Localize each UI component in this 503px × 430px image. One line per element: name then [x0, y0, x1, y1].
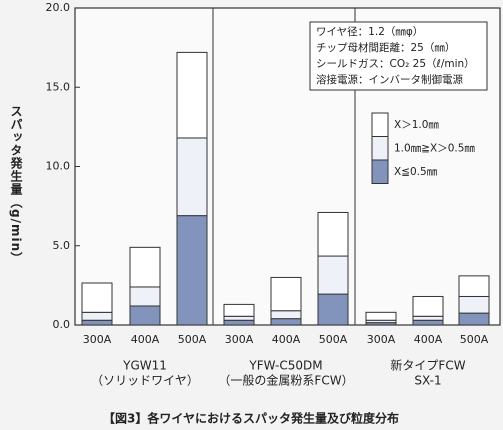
- legend-swatch: [371, 159, 389, 184]
- bar-segment: [223, 315, 255, 321]
- bar-segment: [223, 319, 255, 326]
- bar-segment: [458, 295, 490, 314]
- group-label: （一般の金属粉系FCW）: [218, 373, 353, 388]
- info-line: 溶接電源：インバータ制御電源: [316, 73, 463, 86]
- group-label: （ソリッドワイヤ）: [91, 374, 199, 388]
- x-tick-label: 500A: [178, 333, 207, 346]
- group-label: YGW11: [122, 359, 167, 373]
- y-tick-label: 10.0: [46, 160, 71, 173]
- bar-segment: [81, 319, 113, 326]
- y-tick-label: 20.0: [46, 1, 71, 14]
- info-line: ワイヤ径：1.2（㎜φ）: [316, 25, 423, 38]
- bar-segment: [412, 295, 444, 317]
- legend-swatch: [371, 136, 389, 161]
- bar-segment: [176, 51, 208, 139]
- legend-label: X≦0.5㎜: [394, 166, 438, 178]
- x-tick-label: 400A: [272, 333, 301, 346]
- bar-segment: [270, 310, 302, 320]
- bar-segment: [270, 318, 302, 326]
- bar-segment: [81, 282, 113, 313]
- legend-label: X＞1.0㎜: [394, 119, 439, 131]
- x-tick-label: 500A: [460, 333, 489, 346]
- info-line: シールドガス：CO₂ 25（ℓ/min）: [316, 58, 475, 70]
- x-tick-label: 400A: [131, 333, 160, 346]
- y-tick-label: 15.0: [46, 80, 71, 93]
- bar-segment: [129, 305, 161, 326]
- bar-segment: [129, 246, 161, 288]
- bar-segment: [223, 303, 255, 317]
- bar-segment: [81, 311, 113, 321]
- group-label: YFW-C50DM: [248, 359, 322, 373]
- x-tick-label: 300A: [225, 333, 254, 346]
- x-tick-label: 300A: [367, 333, 396, 346]
- bar-segment: [458, 312, 490, 326]
- bar-segment: [176, 137, 208, 217]
- group-label: 新タイプFCW: [390, 358, 465, 373]
- y-tick-label: 0.0: [53, 318, 71, 331]
- chart-title: 【図3】各ワイヤにおけるスパッタ発生量及び粒度分布: [103, 411, 399, 426]
- info-line: チップ母材間距離：25（㎜）: [316, 41, 455, 54]
- bar-segment: [458, 275, 490, 297]
- x-tick-label: 400A: [414, 333, 443, 346]
- legend-label: 1.0㎜≧X＞0.5㎜: [394, 143, 475, 155]
- info-box: [309, 21, 488, 91]
- bar-segment: [270, 276, 302, 312]
- bar-segment: [365, 311, 397, 321]
- bar-segment: [317, 211, 349, 257]
- bar-segment: [317, 293, 349, 326]
- bar-segment: [412, 319, 444, 326]
- y-axis-label: スパッタ発生量（g/min）: [9, 105, 23, 266]
- x-tick-label: 300A: [83, 333, 112, 346]
- bar-segment: [129, 286, 161, 307]
- bar-segment: [317, 255, 349, 295]
- y-tick-label: 5.0: [53, 239, 71, 252]
- bar-segment: [176, 215, 208, 326]
- bar-segment: [412, 315, 444, 321]
- group-label: SX-1: [414, 374, 441, 388]
- legend-swatch: [371, 112, 389, 137]
- x-tick-label: 500A: [319, 333, 348, 346]
